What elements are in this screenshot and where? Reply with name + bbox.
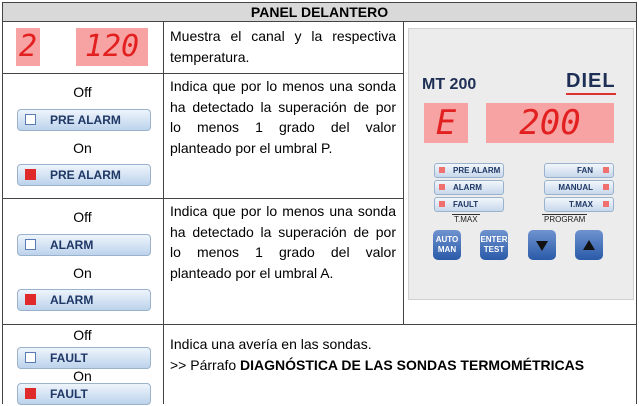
temperature-display: 120 xyxy=(76,28,148,66)
up-arrow xyxy=(583,240,595,250)
border xyxy=(2,324,637,325)
down-arrow xyxy=(536,241,548,251)
indicator: T.MAX xyxy=(544,197,614,212)
state-label: Off xyxy=(73,327,92,343)
indicator: ALARM xyxy=(434,180,504,195)
panel-button: AUTO MAN xyxy=(433,230,461,260)
badge-label: PRE ALARM xyxy=(50,113,121,127)
border xyxy=(2,73,403,74)
header-title: PANEL DELANTERO xyxy=(250,4,389,20)
badge-label: ALARM xyxy=(50,238,94,252)
indicator-label: ALARM xyxy=(453,183,482,192)
state-label: Off xyxy=(73,209,92,225)
description-block: Indica una avería en las sondas. >> Párr… xyxy=(170,334,610,376)
badge-on: PRE ALARM xyxy=(17,164,151,186)
badge-label: ALARM xyxy=(50,293,94,307)
state-label: On xyxy=(73,368,92,384)
panel-button: ENTER TEST xyxy=(480,230,508,260)
badge-on: ALARM xyxy=(17,289,151,311)
description: Indica que por lo menos una sonda ha det… xyxy=(170,203,396,281)
indicator-label: MANUAL xyxy=(558,183,593,192)
border xyxy=(2,2,3,404)
badge-label: PRE ALARM xyxy=(50,168,121,182)
badge-off: PRE ALARM xyxy=(17,109,151,131)
badge-on: FAULT xyxy=(17,383,151,405)
button-line: MAN xyxy=(437,245,457,254)
reference: >> Párrafo DIAGNÓSTICA DE LAS SONDAS TER… xyxy=(170,355,610,376)
badge-label: FAULT xyxy=(50,387,88,401)
indicator-label: PRE ALARM xyxy=(453,166,501,175)
state-label: On xyxy=(73,140,92,156)
channel-display: 2 xyxy=(16,28,40,66)
badge-label: FAULT xyxy=(50,351,88,365)
badge-off: FAULT xyxy=(17,347,151,369)
description: Indica una avería en las sondas. xyxy=(170,336,372,352)
description: Indica que por lo menos una sonda ha det… xyxy=(170,78,396,156)
badge-off: ALARM xyxy=(17,234,151,256)
description: Muestra el canal y la respectiva tempera… xyxy=(170,28,396,65)
border xyxy=(2,198,403,199)
state-label: Off xyxy=(73,84,92,100)
indicator-label: FAN xyxy=(577,166,593,175)
indicator-label: FAULT xyxy=(453,200,479,209)
reference-title: DIAGNÓSTICA DE LAS SONDAS TERMOMÉTRICAS xyxy=(240,357,585,373)
indicator: PRE ALARM xyxy=(434,163,504,178)
panel-channel-display: E xyxy=(424,103,468,143)
panel-value-display: 200 xyxy=(486,103,614,143)
border xyxy=(636,2,637,404)
button-line: AUTO xyxy=(435,235,459,244)
indicator: FAN xyxy=(544,163,614,178)
arrow-buttons xyxy=(528,230,603,260)
panel-model: MT 200 xyxy=(422,76,477,93)
panel-brand: DIEL xyxy=(566,70,616,95)
group-label: PROGRAM xyxy=(542,214,588,224)
border xyxy=(163,22,164,404)
indicator: FAULT xyxy=(434,197,504,212)
indicator: MANUAL xyxy=(544,180,614,195)
button-line: ENTER xyxy=(480,235,508,244)
group-label: T.MAX xyxy=(452,214,480,224)
border xyxy=(403,22,404,324)
reference-prefix: >> Párrafo xyxy=(170,357,237,373)
state-label: On xyxy=(73,265,92,281)
button-line: TEST xyxy=(483,245,505,254)
indicator-label: T.MAX xyxy=(569,200,593,209)
